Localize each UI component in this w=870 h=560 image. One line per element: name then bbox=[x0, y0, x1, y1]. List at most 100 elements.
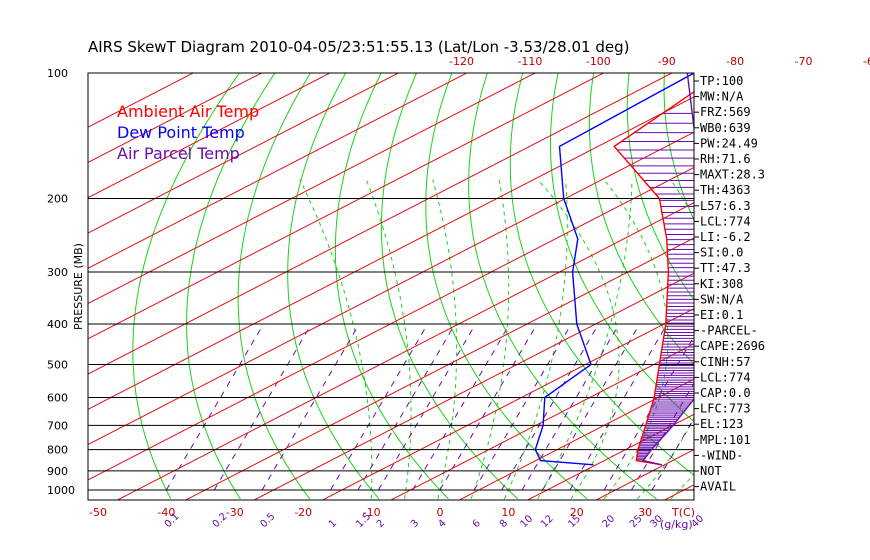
isotherm-line bbox=[850, 8, 870, 510]
param-label: MW:N/A bbox=[700, 90, 744, 104]
param-label: MPL:101 bbox=[700, 433, 751, 447]
x-axis-bottom-ticks: -50 -40 -30 -20 -10 0 10 20 30 bbox=[89, 506, 652, 519]
top-tick-label: -80 bbox=[726, 55, 744, 68]
isotherm-line bbox=[184, 237, 694, 500]
dry-adiabat bbox=[425, 73, 588, 500]
mixing-ratio-label: 4 bbox=[436, 518, 448, 530]
x-tick-label: -40 bbox=[157, 506, 175, 519]
dry-adiabat bbox=[334, 73, 449, 500]
isotherm-lines bbox=[88, 8, 870, 510]
isotherm-line bbox=[88, 166, 694, 481]
dry-adiabat bbox=[663, 73, 694, 221]
y-tick-label: 800 bbox=[47, 444, 68, 457]
mixing-ratio-label: 2 bbox=[375, 518, 387, 530]
moist-adiabat bbox=[537, 179, 620, 500]
isotherm-line bbox=[88, 73, 195, 128]
isotherm-line bbox=[88, 73, 537, 305]
param-label: SI:0.0 bbox=[700, 246, 743, 260]
param-label: LCL:774 bbox=[700, 214, 751, 228]
x-tick-label: -30 bbox=[226, 506, 244, 519]
y-tick-label: 600 bbox=[47, 391, 68, 404]
series-line-ambient-air-temp bbox=[613, 90, 694, 466]
param-label: TH:4363 bbox=[700, 183, 751, 197]
isotherm-line bbox=[526, 413, 694, 500]
moist-adiabat bbox=[603, 179, 669, 500]
top-tick-label: -120 bbox=[449, 55, 474, 68]
dry-adiabat bbox=[626, 73, 694, 301]
legend-entry: Air Parcel Temp bbox=[117, 144, 240, 163]
isotherm-line bbox=[88, 73, 605, 340]
x-tick-label: 30 bbox=[638, 506, 652, 519]
param-label: EI:0.1 bbox=[700, 308, 743, 322]
y-tick-label: 400 bbox=[47, 318, 68, 331]
legend-entry: Ambient Air Temp bbox=[117, 102, 259, 121]
isotherm-line bbox=[88, 73, 263, 164]
mixing-ratio-unit: (g/kg) bbox=[660, 518, 693, 531]
dry-adiabat bbox=[468, 73, 657, 500]
param-label: CAP:0.0 bbox=[700, 386, 751, 400]
dry-adiabat bbox=[237, 73, 311, 500]
moist-adiabat bbox=[637, 179, 694, 500]
y-axis-ticks: 100 200 300 400 500 600 700 800 900 1000 bbox=[47, 67, 75, 497]
plot-frame bbox=[87, 72, 695, 501]
y-axis-label: PRESSURE (MB) bbox=[72, 243, 85, 330]
param-label: KI:308 bbox=[700, 277, 743, 291]
top-tick-label: -100 bbox=[586, 55, 611, 68]
y-tick-label: 300 bbox=[47, 266, 68, 279]
param-label: EL:123 bbox=[700, 417, 743, 431]
moist-adiabat bbox=[537, 179, 633, 500]
param-label: LI:-6.2 bbox=[700, 230, 751, 244]
dry-adiabat bbox=[287, 73, 380, 500]
param-label: CINH:57 bbox=[700, 355, 751, 369]
isotherm-line bbox=[88, 73, 468, 269]
param-label: NOT bbox=[700, 464, 722, 478]
series-line-air-parcel-temp bbox=[641, 73, 694, 466]
param-label: WB0:639 bbox=[700, 121, 751, 135]
mixing-ratio-label: 8 bbox=[498, 518, 510, 530]
moist-adiabat bbox=[432, 179, 458, 499]
dry-adiabat bbox=[734, 8, 870, 498]
isotherm-line bbox=[88, 131, 694, 446]
legend: Ambient Air Temp Dew Point Temp Air Parcel… bbox=[117, 102, 259, 163]
x-axis-top-ticks: -120-110-100-90-80-70-60-50-40 bbox=[449, 55, 870, 68]
series-layer bbox=[534, 73, 694, 466]
mixing-ratio-label: 10 bbox=[518, 513, 535, 530]
dry-adiabat bbox=[801, 8, 870, 498]
moist-adiabat-lines bbox=[299, 179, 694, 500]
moist-adiabat bbox=[470, 179, 510, 499]
isotherm-line bbox=[88, 73, 674, 375]
mixing-ratio-label: 1 bbox=[327, 518, 339, 530]
dry-adiabat bbox=[509, 73, 694, 476]
dry-adiabat bbox=[865, 8, 870, 498]
isotherm-line bbox=[88, 96, 694, 410]
y-tick-label: 500 bbox=[47, 358, 68, 371]
param-label: MAXT:28.3 bbox=[700, 168, 765, 182]
isotherm-line bbox=[88, 73, 332, 199]
isotherm-line bbox=[458, 378, 694, 500]
y-tick-label: 100 bbox=[47, 67, 68, 80]
mixing-ratio-line bbox=[330, 323, 429, 491]
param-label: TP:100 bbox=[700, 74, 743, 88]
dry-adiabat bbox=[833, 8, 870, 498]
moist-adiabat bbox=[299, 179, 373, 499]
param-label: SW:N/A bbox=[700, 292, 744, 306]
x-tick-label: -10 bbox=[363, 506, 381, 519]
dry-adiabat bbox=[186, 73, 276, 500]
x-tick-label: 20 bbox=[570, 506, 584, 519]
param-label: TT:47.3 bbox=[700, 261, 751, 275]
chart-title: AIRS SkewT Diagram 2010-04-05/23:51:55.1… bbox=[88, 38, 629, 56]
param-label: AVAIL bbox=[700, 480, 736, 494]
legend-entry: Dew Point Temp bbox=[117, 123, 245, 142]
mixing-ratio-label: 3 bbox=[409, 518, 421, 530]
param-label: L57:6.3 bbox=[700, 199, 751, 213]
moist-adiabat bbox=[365, 179, 412, 499]
mixing-ratio-label: 20 bbox=[601, 513, 618, 530]
isotherm-line bbox=[116, 202, 694, 500]
x-axis-label: T(C) bbox=[671, 506, 695, 519]
y-tick-label: 1000 bbox=[47, 484, 75, 497]
mixing-ratio-label: 6 bbox=[471, 518, 483, 530]
mixing-ratio-label: 0.5 bbox=[259, 511, 278, 530]
series-line-dew-point-temp bbox=[534, 73, 694, 466]
